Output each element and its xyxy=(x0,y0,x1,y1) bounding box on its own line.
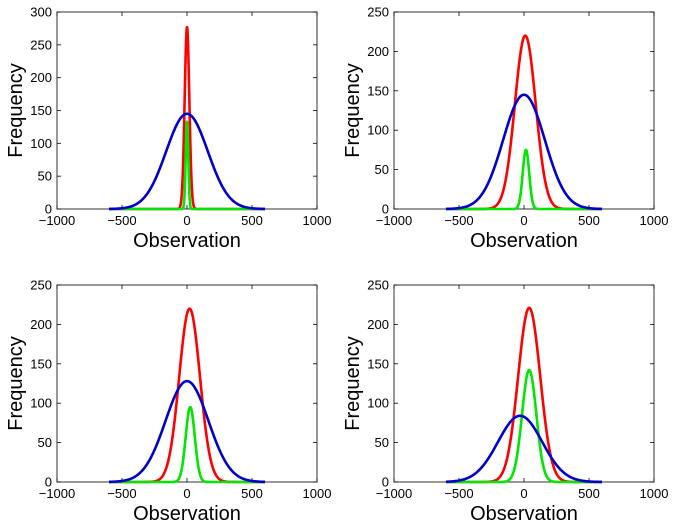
y-tick-label: 0 xyxy=(382,202,389,217)
y-axis-label: Frequency xyxy=(5,336,27,431)
plot-frame xyxy=(393,284,655,483)
y-tick-label: 100 xyxy=(367,396,389,411)
x-axis-label: Observation xyxy=(470,230,578,252)
chart-panel-4: −1000 −500 0 500 1000 0 50 100 150 200 250 Observat… xyxy=(342,278,668,526)
y-tick-label: 50 xyxy=(375,435,389,450)
y-tick-label: 100 xyxy=(367,123,389,138)
y-tick-label: 200 xyxy=(367,317,389,332)
series-line-3 xyxy=(444,414,604,484)
y-tick-label: 0 xyxy=(382,475,389,490)
x-tick-label: 500 xyxy=(578,486,600,501)
y-tick-label: 50 xyxy=(38,169,52,184)
x-tick-label: −500 xyxy=(444,213,473,228)
x-tick-label: 1000 xyxy=(303,213,332,228)
series-line-2 xyxy=(107,120,267,211)
x-tick-label: 1000 xyxy=(303,486,332,501)
y-tick-label: 300 xyxy=(30,5,52,20)
y-tick-label: 150 xyxy=(367,83,389,98)
y-tick-label: 200 xyxy=(30,70,52,85)
x-tick-label: 500 xyxy=(578,213,600,228)
x-tick-label: 500 xyxy=(241,213,263,228)
x-tick-label: −1000 xyxy=(39,486,76,501)
y-tick-label: 150 xyxy=(367,356,389,371)
x-tick-label: 0 xyxy=(520,213,527,228)
x-tick-label: 500 xyxy=(241,486,263,501)
x-tick-label: −1000 xyxy=(39,213,76,228)
x-tick-label: 0 xyxy=(183,486,190,501)
series-line-3 xyxy=(444,93,604,211)
series-line-2 xyxy=(107,405,267,484)
x-tick-label: −500 xyxy=(444,486,473,501)
y-tick-label: 250 xyxy=(30,278,52,293)
y-tick-label: 0 xyxy=(45,202,52,217)
x-tick-label: −1000 xyxy=(376,486,413,501)
y-tick-label: 50 xyxy=(375,162,389,177)
y-tick-label: 50 xyxy=(38,435,52,450)
series-line-2 xyxy=(444,368,604,484)
chart-panel-3: −1000 −500 0 500 1000 0 50 100 150 200 250 Observat… xyxy=(5,278,331,526)
y-tick-label: 150 xyxy=(30,103,52,118)
y-tick-label: 0 xyxy=(45,475,52,490)
x-axis-label: Observation xyxy=(133,230,241,252)
series-line-1 xyxy=(107,25,267,211)
y-tick-label: 100 xyxy=(30,396,52,411)
y-axis-label: Frequency xyxy=(5,63,27,158)
x-tick-label: 1000 xyxy=(640,213,669,228)
chart-panel-1: −1000 −500 0 500 1000 0 50 100 150 200 250 300 Obser… xyxy=(5,5,331,253)
y-tick-label: 250 xyxy=(367,278,389,293)
x-tick-label: −1000 xyxy=(376,213,413,228)
x-tick-label: 0 xyxy=(183,213,190,228)
y-axis-label: Frequency xyxy=(342,336,364,431)
y-tick-label: 250 xyxy=(367,5,389,20)
x-axis-label: Observation xyxy=(470,503,578,525)
y-tick-label: 200 xyxy=(30,317,52,332)
x-tick-label: −500 xyxy=(107,486,136,501)
x-axis-label: Observation xyxy=(133,503,241,525)
x-tick-label: 1000 xyxy=(640,486,669,501)
x-tick-label: −500 xyxy=(107,213,136,228)
y-tick-label: 150 xyxy=(30,356,52,371)
series-line-3 xyxy=(107,379,267,484)
series-line-1 xyxy=(107,307,267,484)
plot-frame xyxy=(393,11,655,210)
x-tick-label: 0 xyxy=(520,486,527,501)
y-tick-label: 200 xyxy=(367,44,389,59)
series-line-1 xyxy=(444,34,604,211)
y-tick-label: 250 xyxy=(30,37,52,52)
y-tick-label: 100 xyxy=(30,136,52,151)
y-axis-label: Frequency xyxy=(342,63,364,158)
series-line-3 xyxy=(107,112,267,211)
chart-panel-2: −1000 −500 0 500 1000 0 50 100 150 200 250 Observat… xyxy=(342,5,668,253)
series-line-2 xyxy=(444,148,604,211)
